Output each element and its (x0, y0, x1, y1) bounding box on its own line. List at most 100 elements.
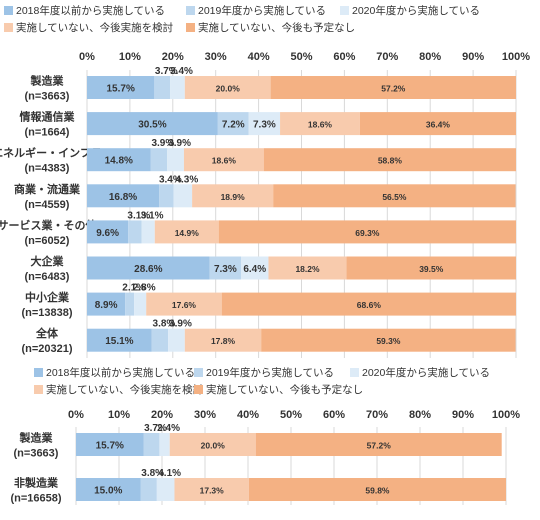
legend-swatch (186, 6, 195, 15)
data-label: 6.4% (243, 264, 266, 275)
category-n-label: (n=4383) (25, 163, 70, 175)
bar-segment (159, 433, 170, 456)
x-tick-label: 40% (248, 51, 270, 63)
category-label: サービス業・その他 (0, 218, 97, 232)
bar-segment (156, 478, 175, 501)
bar-segment (174, 478, 249, 501)
x-tick-label: 90% (462, 51, 484, 63)
x-tick-label: 50% (280, 409, 302, 421)
data-label: 28.6% (134, 264, 162, 275)
data-label: 3.8% (153, 319, 176, 330)
category-label: 大企業 (31, 254, 65, 268)
data-label: 7.3% (253, 120, 276, 131)
bar-segment (87, 76, 155, 99)
data-label: 7.2% (222, 120, 245, 131)
data-label: 3.4% (159, 174, 182, 185)
x-tick-label: 40% (237, 409, 259, 421)
data-label: 8.9% (95, 300, 118, 311)
data-label: 58.8% (378, 156, 403, 166)
legend-label: 2018年度以前から実施している (16, 4, 165, 17)
data-label: 3.8% (141, 468, 164, 479)
bar-segment (140, 478, 157, 501)
data-label: 3.4% (170, 66, 193, 77)
data-label: 68.6% (357, 300, 382, 310)
x-tick-label: 10% (119, 51, 141, 63)
bar-segment (150, 148, 168, 172)
x-tick-label: 0% (79, 51, 95, 63)
data-label: 18.2% (295, 264, 320, 274)
data-label: 7.3% (214, 264, 237, 275)
bar-segment (217, 112, 249, 136)
data-label: 3.9% (168, 138, 191, 149)
bar-segment (268, 256, 347, 280)
data-label: 20.0% (216, 84, 241, 94)
legend-swatch (340, 6, 349, 15)
bar-segment (76, 433, 144, 456)
x-tick-label: 0% (68, 409, 84, 421)
category-n-label: (n=4559) (25, 199, 70, 211)
bar-segment (270, 76, 516, 99)
data-label: 17.6% (172, 300, 197, 310)
legend-label: 実施していない、今後も予定なし (206, 383, 363, 396)
legend-swatch (194, 385, 203, 394)
bar-segment (169, 433, 256, 456)
x-tick-label: 30% (205, 51, 227, 63)
category-label: 中小企業 (25, 290, 70, 304)
x-tick-label: 80% (419, 51, 441, 63)
data-label: 36.4% (426, 120, 451, 130)
x-tick-label: 90% (452, 409, 474, 421)
category-n-label: (n=20321) (21, 343, 72, 355)
bar-segment (241, 256, 269, 280)
bar-segment (184, 328, 262, 352)
x-tick-label: 20% (162, 51, 184, 63)
bar-segment (280, 112, 360, 136)
data-label: 3.9% (169, 319, 192, 330)
data-label: 15.7% (106, 84, 134, 95)
bar-segment (128, 220, 142, 244)
bar-segment (255, 433, 502, 456)
data-label: 16.8% (109, 192, 137, 203)
x-tick-label: 100% (502, 51, 530, 63)
legend-label: 実施していない、今後実施を検討 (16, 21, 173, 34)
x-tick-label: 70% (376, 51, 398, 63)
legend-swatch (4, 6, 13, 15)
bar-segment (76, 478, 141, 501)
bar-segment (141, 220, 155, 244)
legend-label: 実施していない、今後も予定なし (198, 21, 355, 34)
bar-segment (192, 184, 274, 208)
legend-swatch (4, 23, 13, 32)
legend-label: 2019年度から実施している (198, 4, 326, 17)
data-label: 14.8% (105, 156, 133, 167)
category-label: エネルギー・インフラ (0, 146, 102, 160)
data-label: 18.6% (212, 156, 237, 166)
x-tick-label: 20% (151, 409, 173, 421)
data-label: 17.3% (200, 486, 225, 496)
data-label: 3.1% (141, 210, 164, 221)
bar-segment (87, 292, 126, 316)
bar-segment (125, 292, 135, 316)
bar-segment (346, 256, 516, 280)
data-label: 59.3% (376, 336, 401, 346)
data-label: 3.7% (155, 66, 178, 77)
data-label: 2.1% (122, 283, 145, 294)
category-label: 非製造業 (14, 476, 59, 490)
x-tick-label: 10% (108, 409, 130, 421)
category-label: 製造業 (30, 74, 65, 88)
bar-segment (87, 184, 160, 208)
x-tick-label: 50% (290, 51, 312, 63)
bar-segment (134, 292, 147, 316)
data-label: 57.2% (367, 441, 392, 451)
data-label: 69.3% (355, 228, 380, 238)
data-label: 15.1% (105, 336, 133, 347)
bar-segment (273, 184, 516, 208)
bar-segment (87, 148, 151, 172)
data-label: 56.5% (382, 192, 407, 202)
data-label: 4.3% (175, 174, 198, 185)
bar-segment (248, 478, 507, 501)
data-label: 59.8% (365, 486, 390, 496)
legend-label: 2020年度から実施している (352, 4, 480, 17)
category-label: 製造業 (19, 431, 54, 445)
bar-segment (248, 112, 281, 136)
category-n-label: (n=6483) (25, 271, 70, 283)
category-n-label: (n=16658) (10, 493, 61, 505)
